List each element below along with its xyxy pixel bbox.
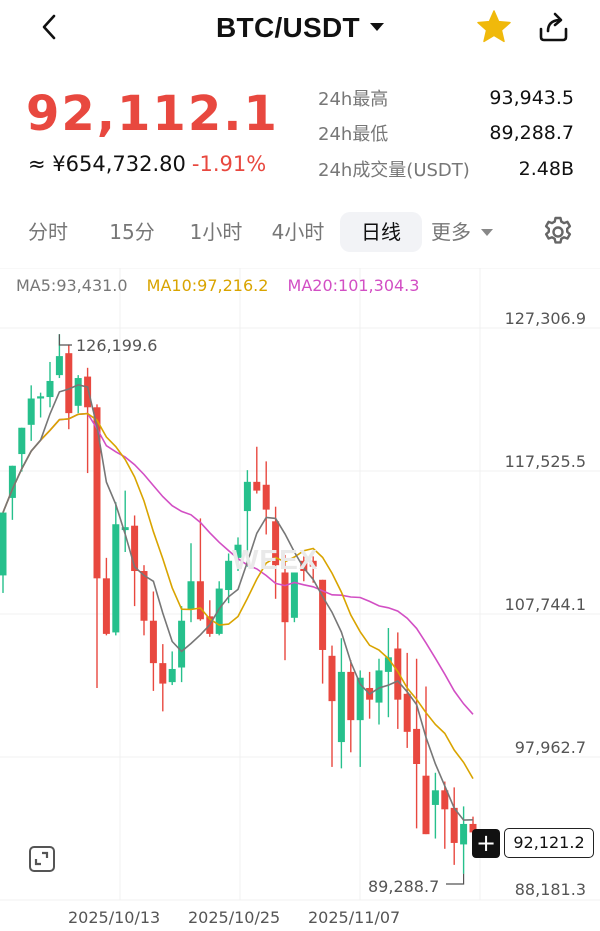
ma5-label: MA5:93,431.0: [16, 276, 128, 295]
stat-low: 24h最低 89,288.7: [318, 116, 574, 152]
fullscreen-button[interactable]: [29, 846, 55, 872]
stat-label: 24h成交量(USDT): [318, 159, 470, 181]
plus-icon: +: [475, 829, 497, 857]
star-icon: [477, 10, 511, 43]
x-axis-tick: 2025/10/13: [68, 908, 161, 927]
share-button[interactable]: [535, 9, 571, 45]
ma-legend: MA5:93,431.0 MA10:97,216.2 MA20:101,304.…: [16, 276, 433, 295]
price-sub: ≈ ¥654,732.80 -1.91%: [28, 152, 266, 176]
tab-1h[interactable]: 1小时: [189, 220, 243, 244]
low-marker-label: 89,288.7: [368, 877, 440, 896]
tab-4h[interactable]: 4小时: [271, 220, 325, 244]
x-axis-tick: 2025/10/25: [188, 908, 281, 927]
y-axis-tick: 97,962.7: [514, 738, 586, 757]
tab-more-label: 更多: [431, 220, 471, 244]
stat-value: 2.48B: [518, 157, 574, 180]
y-axis-tick: 107,744.1: [504, 595, 586, 614]
pair-selector[interactable]: BTC/USDT: [0, 12, 600, 44]
cny-value: ≈ ¥654,732.80: [28, 152, 186, 176]
candlestick-chart[interactable]: [0, 268, 600, 931]
y-axis-tick: 88,181.3: [514, 880, 586, 899]
tab-daily[interactable]: 日线: [340, 212, 422, 252]
watermark: WEEX: [232, 544, 319, 575]
y-axis-tick: 117,525.5: [504, 452, 586, 471]
stat-label: 24h最高: [318, 88, 389, 110]
add-alert-button[interactable]: +: [472, 829, 500, 858]
caret-down-icon: [369, 23, 384, 31]
stat-value: 89,288.7: [489, 122, 574, 145]
tab-more[interactable]: 更多: [424, 212, 500, 252]
chevron-left-icon: [42, 14, 56, 40]
ma10-label: MA10:97,216.2: [146, 276, 269, 295]
high-marker-label: 126,199.6: [76, 336, 158, 355]
last-price: 92,112.1: [26, 86, 279, 142]
expand-icon: [34, 851, 49, 866]
stat-label: 24h最低: [318, 124, 389, 146]
share-icon: [539, 12, 568, 42]
interval-tabs: 分时 15分 1小时 4小时 日线 更多: [0, 212, 600, 256]
pair-title: BTC/USDT: [216, 12, 360, 43]
change-percent: -1.91%: [191, 152, 267, 176]
tab-15m[interactable]: 15分: [109, 220, 155, 244]
favorite-button[interactable]: [476, 9, 512, 45]
ma20-label: MA20:101,304.3: [287, 276, 420, 295]
stats-panel: 24h最高 93,943.5 24h最低 89,288.7 24h成交量(USD…: [318, 80, 574, 187]
stat-volume: 24h成交量(USDT) 2.48B: [318, 151, 574, 187]
x-axis-tick: 2025/11/07: [308, 908, 401, 927]
tab-time-sharing[interactable]: 分时: [28, 220, 68, 244]
current-price-tag: 92,121.2: [504, 828, 594, 858]
stat-high: 24h最高 93,943.5: [318, 80, 574, 116]
stat-value: 93,943.5: [489, 86, 574, 109]
y-axis-tick: 127,306.9: [504, 309, 586, 328]
gear-icon: [544, 216, 572, 244]
top-bar: BTC/USDT: [0, 0, 600, 60]
back-button[interactable]: [34, 10, 64, 44]
chart-settings-button[interactable]: [540, 214, 576, 250]
caret-down-icon: [481, 229, 493, 236]
